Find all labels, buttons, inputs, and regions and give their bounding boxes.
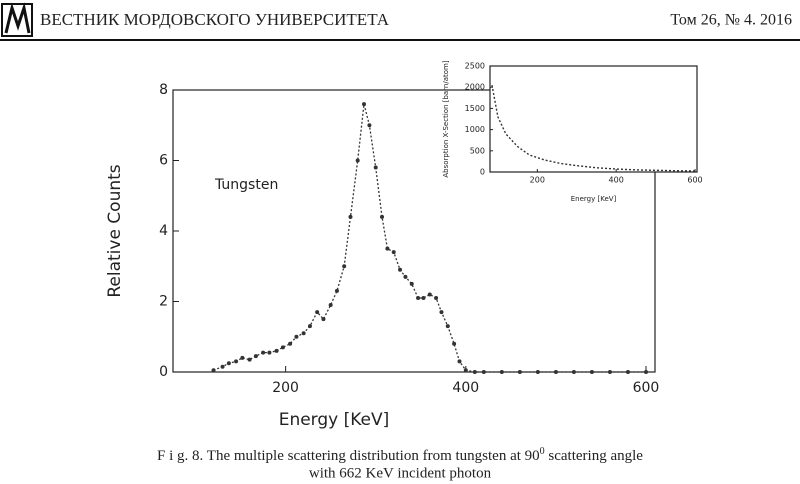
data-point [315,310,320,315]
data-point [301,331,306,336]
data-point [517,370,522,374]
data-point [445,324,450,329]
data-point [355,158,360,163]
data-point [452,341,457,346]
y-tick-label: 4 [159,223,168,239]
data-point [274,348,279,353]
x-axis-label: Energy [KeV] [571,195,617,203]
y-tick-label: 8 [159,82,168,98]
y-tick-label: 1000 [465,125,485,134]
data-point [307,324,312,329]
logo [1,2,33,37]
x-tick-label: 400 [609,176,624,185]
data-point [409,281,414,286]
data-point [385,246,390,251]
data-point [367,123,372,128]
data-point [434,295,439,300]
data-point [240,355,245,360]
data-point [427,292,432,297]
caption-line1: F i g. 8. The multiple scattering distri… [157,446,643,464]
data-point [361,102,366,107]
x-tick-label: 600 [687,176,702,185]
y-tick-label: 6 [159,153,168,169]
data-point [457,359,462,364]
data-point [499,370,504,374]
data-point [625,370,630,374]
data-point [481,370,486,374]
data-point [589,370,594,374]
data-point [391,250,396,255]
x-tick-label: 600 [633,380,660,396]
data-point [253,354,258,359]
data-point [439,310,444,315]
data-point [607,370,612,374]
data-point [398,267,403,272]
data-point [380,214,385,219]
data-point [342,264,347,269]
data-point [348,214,353,219]
data-point [373,165,378,170]
data-point [463,368,468,373]
data-point [267,350,272,355]
y-tick-label: 2000 [465,83,485,92]
y-axis-label: Absorption X-Section [barn/atom] [442,60,450,177]
issue: Том 26, № 4. 2016 [670,12,792,29]
data-point [535,370,540,374]
y-tick-label: 500 [470,146,485,155]
x-tick-label: 200 [530,176,545,185]
y-tick-label: 1500 [465,104,485,113]
y-axis-label: Relative Counts [105,164,125,297]
plot-frame [489,65,698,173]
x-tick-label: 200 [272,380,299,396]
data-point [234,359,239,364]
data-point [643,370,648,374]
data-point [416,295,421,300]
y-tick-label: 0 [159,364,168,380]
data-point [334,288,339,293]
data-point [571,370,576,374]
data-point [421,295,426,300]
data-point [288,341,293,346]
y-tick-label: 2 [159,294,168,310]
data-line [491,84,696,172]
journal-title: ВЕСТНИК МОРДОВСКОГО УНИВЕРСИТЕТА [40,10,390,29]
x-tick-label: 400 [452,380,479,396]
data-point [403,274,408,279]
annotation: Tungsten [214,177,278,193]
y-tick-label: 2500 [465,62,485,71]
data-point [294,334,299,339]
data-point [328,303,333,308]
data-point [226,361,231,366]
y-tick-label: 0 [480,168,485,177]
data-point [247,357,252,362]
data-point [553,370,558,374]
data-point [472,370,477,374]
caption-line2: with 662 KeV incident photon [309,465,492,481]
x-axis-label: Energy [KeV] [279,410,390,430]
data-point [280,345,285,350]
data-point [261,350,266,355]
data-point [220,364,225,369]
data-point [321,317,326,322]
data-point [211,368,216,373]
